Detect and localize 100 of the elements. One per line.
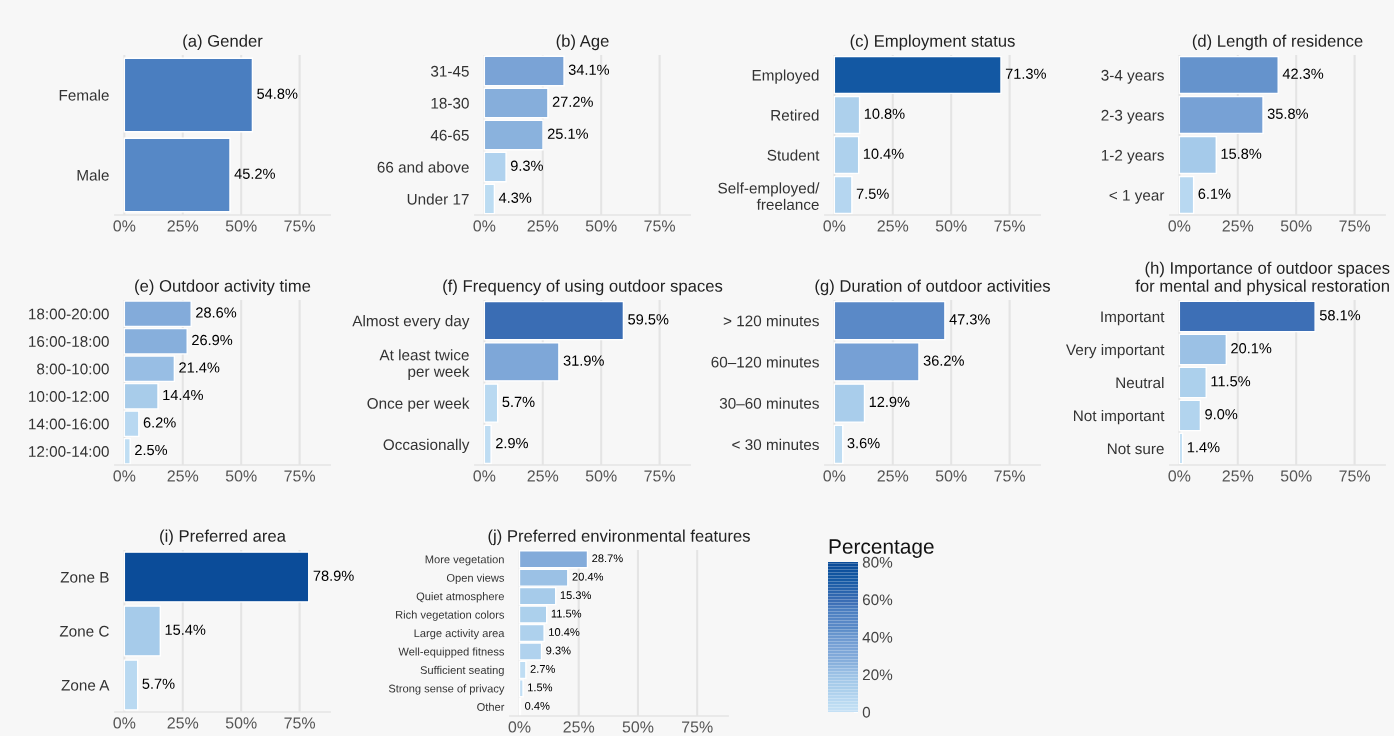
y-tick-label: > 120 minutes [723, 315, 819, 327]
data-label: 10.4% [863, 148, 904, 159]
x-tick-label: 0% [508, 721, 531, 733]
x-tick-label: 50% [585, 470, 617, 482]
data-label: 5.7% [502, 396, 535, 408]
y-tick-label: 12:00-14:00 [29, 446, 109, 457]
chart-title: (a) Gender [183, 34, 263, 51]
bar [483, 424, 492, 465]
chart-title: (i) Preferred area [160, 529, 286, 546]
bar [833, 55, 1002, 95]
bar [1178, 333, 1228, 366]
data-label: 11.5% [1211, 376, 1251, 387]
y-tick-label: Large activity area [414, 628, 505, 640]
data-label: 58.1% [1319, 310, 1361, 321]
y-tick-label: Zone A [61, 680, 110, 691]
x-tick-label: 0% [823, 470, 846, 482]
bar [1178, 175, 1195, 215]
data-label: 31.9% [563, 355, 604, 366]
x-tick-label: 25% [877, 220, 909, 232]
x-tick-label: 50% [585, 220, 617, 232]
x-tick-label: 75% [644, 470, 676, 482]
data-label: 20.1% [1231, 343, 1272, 354]
x-tick-label: 50% [225, 470, 257, 482]
y-tick-label: Open views [446, 573, 505, 584]
y-tick-label: 18-30 [431, 97, 469, 109]
y-tick-label: Important [1101, 311, 1165, 326]
chart-title: (g) Duration of outdoor activities [815, 279, 1051, 296]
data-label: 71.3% [1005, 68, 1046, 79]
x-tick-label: 75% [284, 717, 316, 729]
chart-title: (h) Importance of outdoor spaces for mental and physical restoration [1135, 261, 1390, 296]
x-tick-label: 75% [284, 470, 316, 482]
x-tick-label: 50% [225, 220, 257, 232]
data-label: 2.9% [496, 437, 529, 449]
chart-title: (b) Age [556, 34, 609, 51]
data-label: 6.1% [1198, 188, 1231, 199]
bar [1178, 399, 1202, 432]
bar [483, 300, 625, 341]
bar [1178, 300, 1316, 333]
data-label: 9.3% [510, 160, 543, 171]
y-tick-label: 30–60 minutes [719, 397, 819, 409]
data-label: 14.4% [163, 389, 203, 401]
x-tick-label: 50% [225, 717, 257, 729]
y-tick-label: Almost every day [352, 315, 470, 330]
data-label: 9.0% [1205, 409, 1238, 420]
data-label: 1.5% [528, 683, 553, 692]
y-tick-label: Student [767, 149, 820, 161]
data-label: 0.4% [525, 701, 550, 710]
bar [483, 151, 507, 183]
y-tick-label: < 30 minutes [732, 438, 819, 451]
data-label: 35.8% [1267, 108, 1309, 119]
x-tick-label: 50% [935, 220, 967, 232]
y-tick-label: Sufficient seating [420, 665, 504, 677]
y-tick-label: 31-45 [430, 65, 469, 77]
color-bar-label: 20% [862, 669, 893, 681]
y-tick-label: Well-equipped fitness [398, 647, 505, 658]
data-label: 54.8% [257, 88, 298, 99]
y-tick-label: Self-employed/ freelance [718, 182, 820, 211]
data-label: 10.4% [549, 628, 580, 636]
bar [833, 135, 860, 175]
x-tick-label: 50% [1280, 220, 1312, 232]
data-label: 78.9% [313, 570, 354, 581]
data-label: 27.2% [552, 96, 593, 107]
chart-title: (j) Preferred environmental features [488, 529, 750, 546]
y-tick-label: Employed [752, 69, 819, 84]
y-tick-label: 10:00-12:00 [29, 391, 109, 402]
bar [483, 183, 496, 215]
x-tick-label: 0% [823, 220, 846, 232]
bar [483, 119, 544, 151]
data-label: 6.2% [143, 417, 176, 428]
color-bar-label: 80% [862, 556, 893, 568]
data-label: 28.7% [592, 554, 623, 563]
data-label: 15.8% [1221, 148, 1262, 159]
chart-title: (f) Frequency of using outdoor spaces [443, 279, 723, 296]
y-tick-label: 2-3 years [1101, 109, 1164, 124]
x-tick-label: 75% [1339, 470, 1371, 482]
y-tick-label: 46-65 [430, 129, 469, 141]
bar [833, 95, 861, 135]
x-tick-label: 25% [527, 220, 559, 232]
x-tick-label: 50% [1280, 470, 1312, 482]
bar [1178, 366, 1207, 399]
x-tick-label: 75% [994, 220, 1026, 232]
data-label: 3.6% [847, 437, 880, 449]
x-tick-label: 25% [563, 721, 595, 733]
y-tick-label: Neutral [1116, 376, 1164, 389]
bar [1178, 55, 1279, 95]
data-label: 15.4% [165, 624, 206, 635]
y-tick-label: Zone C [59, 625, 109, 637]
x-tick-label: 25% [877, 470, 909, 482]
x-tick-label: 0% [473, 220, 496, 232]
data-label: 21.4% [179, 362, 220, 373]
x-tick-label: 0% [1168, 470, 1191, 482]
y-tick-label: < 1 year [1109, 190, 1165, 204]
x-tick-label: 25% [1222, 470, 1254, 482]
color-bar-label: 60% [862, 594, 893, 606]
x-tick-label: 75% [682, 721, 713, 733]
data-label: 11.5% [551, 609, 582, 618]
data-label: 20.4% [572, 572, 604, 581]
y-tick-label: Once per week [367, 397, 470, 412]
y-tick-label: Occasionally [383, 438, 470, 454]
x-tick-label: 50% [622, 721, 654, 733]
